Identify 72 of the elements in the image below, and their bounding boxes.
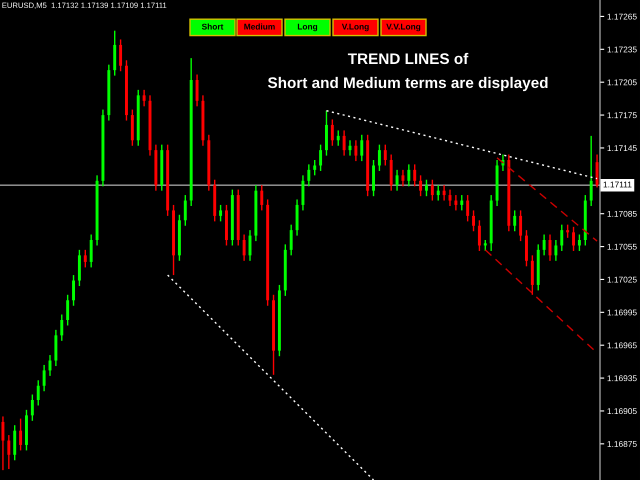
candlestick bbox=[219, 204, 222, 222]
y-tick-label: 1.16965 bbox=[608, 342, 637, 348]
candlestick bbox=[342, 130, 346, 156]
y-tick-label: 1.16995 bbox=[608, 310, 637, 316]
ref-line-label: 1.17111 bbox=[604, 182, 632, 188]
candlestick bbox=[472, 210, 475, 232]
candlestick bbox=[407, 164, 410, 187]
y-tick-label: 1.17175 bbox=[608, 112, 637, 118]
candlestick bbox=[1, 416, 4, 471]
y-tick-label: 1.17265 bbox=[608, 14, 637, 20]
candlestick bbox=[448, 188, 452, 207]
candlestick bbox=[354, 140, 358, 162]
y-tick-label: 1.17025 bbox=[608, 276, 637, 283]
candlestick bbox=[578, 234, 581, 252]
annotation: Long bbox=[298, 24, 318, 32]
candlestick bbox=[572, 226, 575, 252]
candlestick bbox=[519, 210, 522, 242]
annotation: V.V.Long bbox=[386, 24, 420, 32]
candlestick bbox=[290, 224, 293, 256]
candlestick bbox=[478, 220, 481, 252]
candlestick bbox=[442, 184, 446, 202]
annotation: Medium bbox=[244, 23, 275, 30]
y-tick-label: 1.17145 bbox=[608, 145, 637, 152]
annotation: V.Long bbox=[342, 24, 369, 32]
candlestick bbox=[513, 210, 516, 232]
text: TREND LINES of bbox=[348, 52, 468, 64]
y-tick-label: 1.17205 bbox=[608, 79, 637, 86]
candlestick bbox=[566, 224, 570, 239]
candlestick bbox=[348, 140, 352, 156]
y-tick-label: 1.16935 bbox=[608, 375, 637, 382]
candlestick bbox=[142, 89, 146, 107]
y-tick-label: 1.17235 bbox=[608, 46, 637, 52]
candlestick bbox=[548, 234, 552, 262]
candlestick bbox=[313, 159, 316, 176]
text: Short and Medium terms are displayed bbox=[268, 76, 548, 92]
candlestick bbox=[307, 164, 310, 187]
candlestick bbox=[184, 194, 187, 226]
candlestick bbox=[19, 418, 22, 452]
candlestick bbox=[590, 135, 593, 207]
candlestick bbox=[378, 144, 381, 172]
candlestick bbox=[196, 74, 199, 107]
candlestick bbox=[466, 194, 470, 222]
candlestick bbox=[554, 239, 558, 262]
candlestick bbox=[42, 364, 46, 392]
y-tick-label: 1.17085 bbox=[608, 210, 637, 217]
candlestick bbox=[72, 274, 75, 306]
candlestick bbox=[430, 179, 434, 202]
candlestick bbox=[454, 194, 458, 212]
y-tick-label: 1.17055 bbox=[608, 244, 637, 250]
candlestick bbox=[330, 118, 334, 146]
candlestick bbox=[396, 169, 399, 192]
candlestick bbox=[419, 174, 422, 197]
candlestick bbox=[319, 144, 322, 172]
y-tick-label: 1.16875 bbox=[608, 441, 637, 447]
candlestick bbox=[84, 249, 87, 268]
candlestick bbox=[30, 394, 34, 422]
candlestick bbox=[48, 354, 52, 377]
y-tick-label: 1.16905 bbox=[608, 408, 637, 414]
candlestick bbox=[401, 169, 404, 187]
candlestick bbox=[484, 239, 487, 252]
candlestick bbox=[384, 144, 387, 166]
candlestick bbox=[66, 294, 70, 326]
annotation: Short bbox=[202, 23, 224, 30]
candlestick bbox=[248, 229, 252, 262]
candlestick bbox=[119, 38, 122, 72]
candlestick bbox=[542, 234, 546, 256]
candlestick bbox=[7, 434, 10, 470]
candlestick bbox=[425, 179, 428, 197]
candlestick bbox=[242, 234, 246, 262]
candlestick bbox=[596, 154, 599, 188]
candlestick bbox=[90, 234, 93, 268]
candlestick bbox=[413, 164, 416, 187]
